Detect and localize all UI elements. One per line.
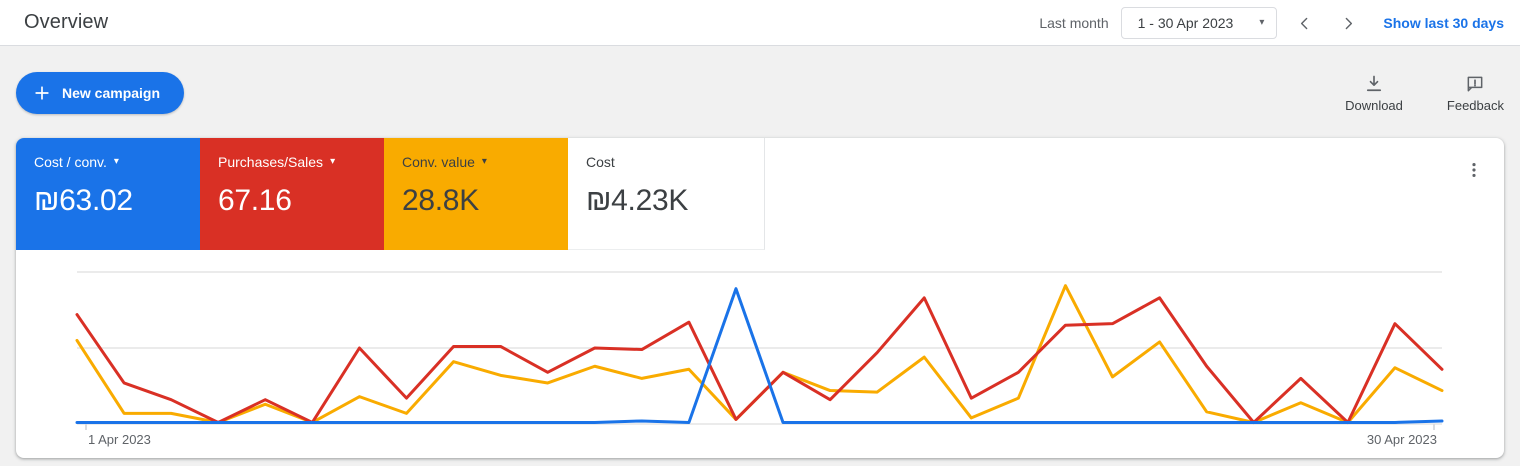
metric-card-label-row: Purchases/Sales ▾ (218, 154, 384, 170)
metric-card-cost-per-conv[interactable]: Cost / conv. ▾ ₪63.02 (16, 138, 200, 250)
feedback-button[interactable]: Feedback (1447, 74, 1504, 113)
chevron-down-icon: ▾ (1259, 17, 1265, 28)
metric-label: Cost (586, 154, 615, 170)
kebab-menu-icon (1472, 163, 1476, 177)
x-axis-label-end: 30 Apr 2023 (1366, 432, 1437, 447)
page-title: Overview (24, 11, 109, 33)
download-label: Download (1345, 98, 1403, 113)
date-range-controls: Last month 1 - 30 Apr 2023 ▾ Show last 3… (1039, 0, 1504, 46)
download-button[interactable]: Download (1345, 74, 1403, 113)
chevron-right-icon (1345, 17, 1352, 29)
metric-value: 28.8K (402, 184, 479, 217)
overview-chart[interactable]: 1 Apr 2023 30 Apr 2023 (16, 138, 1504, 458)
chart-canvas (75, 271, 1444, 430)
chevron-down-icon: ▾ (481, 156, 487, 167)
plus-icon (35, 86, 49, 100)
metric-label: Cost / conv. (34, 154, 107, 170)
overview-panel: 1 Apr 2023 30 Apr 2023 Cost / conv. ▾ ₪6… (16, 138, 1504, 458)
metric-card-label-row: Cost / conv. ▾ (34, 154, 200, 170)
chevron-left-icon (1300, 17, 1308, 29)
next-period-button[interactable] (1331, 6, 1365, 40)
more-options-button[interactable] (1460, 156, 1488, 184)
metric-label: Purchases/Sales (218, 154, 324, 170)
metric-value: ₪4.23K (586, 184, 689, 217)
metric-card-label-row: Cost (586, 154, 764, 170)
x-axis-label-start: 1 Apr 2023 (88, 432, 151, 447)
show-last-30-days-link[interactable]: Show last 30 days (1383, 15, 1504, 31)
new-campaign-button[interactable]: New campaign (16, 72, 185, 114)
date-range-selector[interactable]: 1 - 30 Apr 2023 ▾ (1120, 7, 1278, 39)
chevron-down-icon: ▾ (330, 156, 336, 167)
metric-card-purchases-sales[interactable]: Purchases/Sales ▾ 67.16 (200, 138, 384, 250)
page-header: Overview Last month 1 - 30 Apr 2023 ▾ Sh… (0, 0, 1520, 46)
metric-card-label-row: Conv. value ▾ (402, 154, 568, 170)
date-range-preset-label: Last month (1039, 15, 1109, 31)
toolbar-row: New campaign Download Feedback (0, 46, 1520, 138)
panel-tools: Download Feedback (1345, 74, 1504, 113)
previous-period-button[interactable] (1287, 6, 1321, 40)
feedback-icon (1468, 76, 1483, 92)
metric-value: ₪63.02 (34, 184, 133, 217)
metric-card-cost[interactable]: Cost ₪4.23K (568, 138, 765, 250)
download-icon (1366, 75, 1382, 92)
metric-label: Conv. value (402, 154, 475, 170)
metric-cards: Cost / conv. ▾ ₪63.02 Purchases/Sales ▾ … (16, 138, 765, 250)
date-range-value: 1 - 30 Apr 2023 (1137, 15, 1234, 31)
feedback-label: Feedback (1446, 98, 1504, 113)
metric-value: 67.16 (218, 184, 292, 217)
chevron-down-icon: ▾ (113, 156, 119, 167)
new-campaign-label: New campaign (62, 85, 161, 101)
metric-card-conv-value[interactable]: Conv. value ▾ 28.8K (384, 138, 568, 250)
